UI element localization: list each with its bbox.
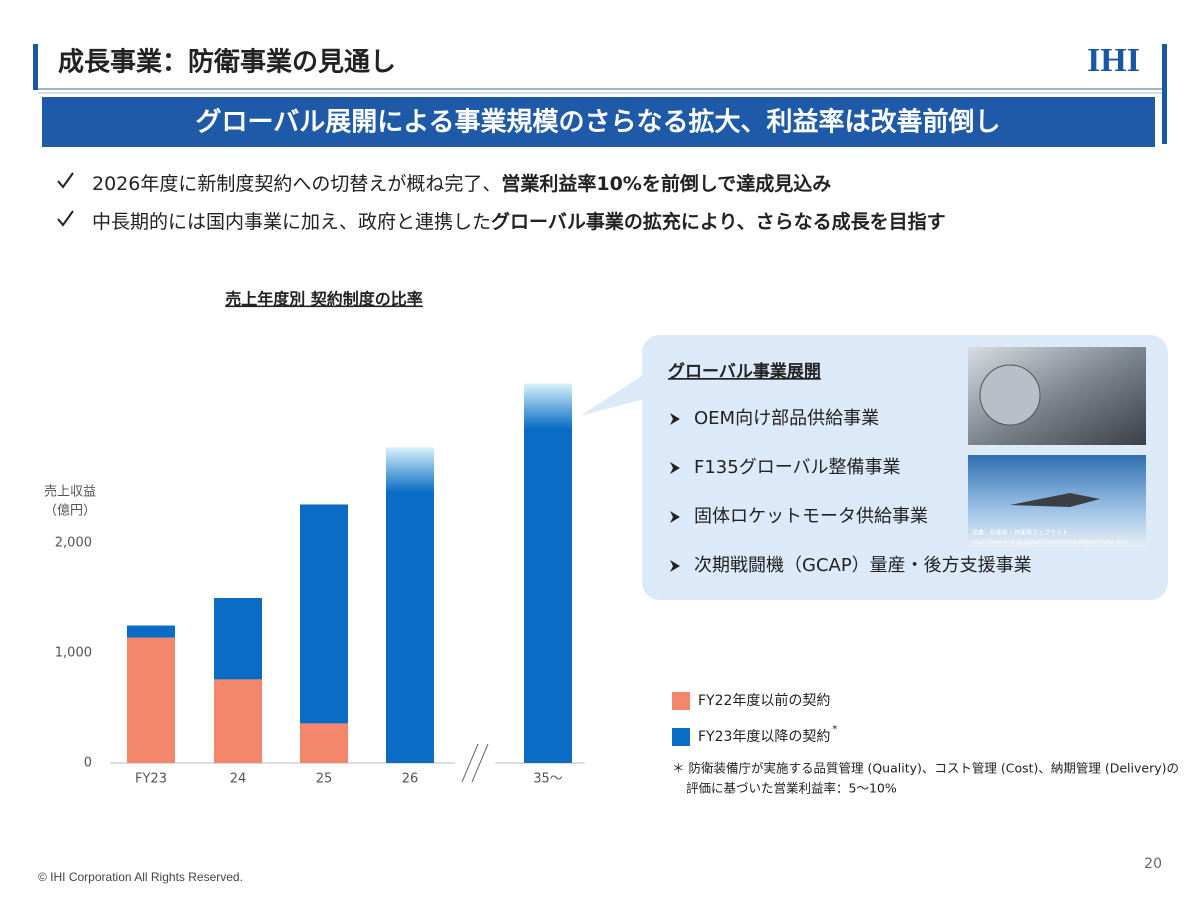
- page-number: 20: [1144, 856, 1162, 872]
- bar-segment: [214, 598, 262, 680]
- banner: [42, 97, 1155, 147]
- legend-swatch: [672, 692, 690, 710]
- bullet: 中長期的には国内事業に加え、政府と連携したグローバル事業の拡充により、さらなる成…: [92, 210, 946, 233]
- bar-segment: [214, 679, 262, 763]
- y-tick-label: 2,000: [55, 536, 92, 551]
- bullet-part: グローバル事業の拡充により、さらなる成長を目指す: [491, 210, 946, 233]
- check-icon: [57, 210, 74, 227]
- callout-item: F135グローバル整備事業: [694, 457, 901, 478]
- axis-break: [455, 740, 495, 780]
- callout-item: 固体ロケットモータ供給事業: [694, 506, 928, 527]
- y-axis-label: 売上収益: [44, 484, 96, 500]
- legend-label: FY22年度以前の契約: [698, 692, 830, 709]
- bar-segment: [524, 383, 572, 763]
- bullet: 2026年度に新制度契約への切替えが概ね完了、営業利益率10%を前倒しで達成見込…: [92, 172, 831, 195]
- accent-bar: [1162, 44, 1167, 144]
- item-arrow: [670, 511, 680, 523]
- y-tick-label: 1,000: [55, 646, 92, 661]
- y-axis-label: （億円）: [44, 503, 96, 519]
- bar-segment: [300, 723, 348, 763]
- x-tick-label: 25: [316, 772, 333, 787]
- slide-title: 成長事業：防衛事業の見通し: [58, 48, 396, 78]
- bar-segment: [127, 637, 175, 763]
- callout-item: OEM向け部品供給事業: [694, 408, 879, 429]
- x-tick-label: FY23: [135, 772, 167, 787]
- logo: IHI: [1087, 42, 1140, 79]
- image-credit: https://www.mod.go.jp/j/policy/defense/n…: [972, 540, 1127, 546]
- axis-break: [471, 743, 489, 783]
- photo-fighter: [1010, 493, 1100, 507]
- legend-note-mark: *: [832, 724, 837, 735]
- image-credit: 出典：防衛省・自衛隊ウェブサイト: [972, 529, 1068, 537]
- chart-title: 売上年度別 契約制度の比率: [225, 290, 423, 309]
- x-tick-label: 26: [402, 772, 419, 787]
- bullet-part: 2026年度に新制度契約への切替えが概ね完了、: [92, 173, 501, 195]
- check-icon: [57, 172, 74, 189]
- callout-pointer: [580, 372, 648, 416]
- photo-engine: [979, 364, 1041, 426]
- y-tick-label: 0: [84, 756, 92, 771]
- banner-text: グローバル展開による事業規模のさらなる拡大、利益率は改善前倒し: [196, 107, 1001, 138]
- legend-label: FY23年度以降の契約: [698, 729, 830, 745]
- bar-segment: [127, 625, 175, 638]
- item-arrow: [670, 560, 680, 572]
- bar-segment: [300, 504, 348, 724]
- copyright: © IHI Corporation All Rights Reserved.: [38, 870, 243, 884]
- footnote: ＊ 防衛装備庁が実施する品質管理 (Quality)、コスト管理 (Cost)、…: [672, 761, 1179, 776]
- x-tick-label: 24: [230, 772, 247, 787]
- accent-bar: [33, 44, 38, 90]
- bullet-part: 営業利益率10%を前倒しで達成見込み: [501, 172, 831, 195]
- item-arrow: [670, 462, 680, 474]
- callout-title: グローバル事業展開: [668, 361, 821, 382]
- callout-item: 次期戦闘機（GCAP）量産・後方支援事業: [694, 555, 1032, 576]
- x-tick-label: 35～: [533, 772, 563, 787]
- axis-break: [461, 743, 479, 783]
- item-arrow: [670, 413, 680, 425]
- footnote: 評価に基づいた営業利益率：5〜10%: [686, 781, 897, 796]
- bar-segment: [386, 447, 434, 763]
- bullet-part: 中長期的には国内事業に加え、政府と連携した: [92, 211, 491, 233]
- legend-swatch: [672, 728, 690, 746]
